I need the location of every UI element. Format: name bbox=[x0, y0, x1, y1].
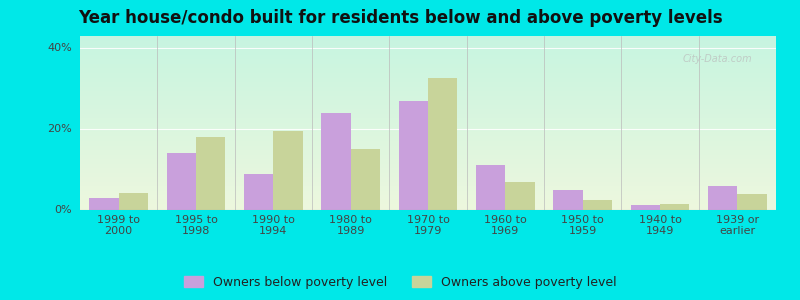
Bar bbox=[506, 182, 534, 210]
Bar bbox=[350, 149, 380, 210]
Bar bbox=[90, 198, 118, 210]
Bar bbox=[322, 113, 350, 210]
Bar bbox=[738, 194, 766, 210]
Bar bbox=[428, 79, 458, 210]
Legend: Owners below poverty level, Owners above poverty level: Owners below poverty level, Owners above… bbox=[179, 271, 621, 294]
Bar bbox=[630, 205, 660, 210]
Text: City-Data.com: City-Data.com bbox=[682, 54, 752, 64]
Bar bbox=[398, 101, 428, 210]
Text: 40%: 40% bbox=[47, 43, 72, 53]
Bar bbox=[196, 137, 226, 210]
Text: Year house/condo built for residents below and above poverty levels: Year house/condo built for residents bel… bbox=[78, 9, 722, 27]
Text: 0%: 0% bbox=[54, 205, 72, 215]
Text: 20%: 20% bbox=[47, 124, 72, 134]
Bar bbox=[554, 190, 582, 210]
Bar bbox=[476, 166, 506, 210]
Bar bbox=[274, 131, 302, 210]
Bar bbox=[660, 204, 690, 210]
Bar bbox=[244, 174, 274, 210]
Bar bbox=[166, 153, 196, 210]
Bar bbox=[118, 193, 148, 210]
Bar bbox=[708, 186, 738, 210]
Bar bbox=[582, 200, 612, 210]
